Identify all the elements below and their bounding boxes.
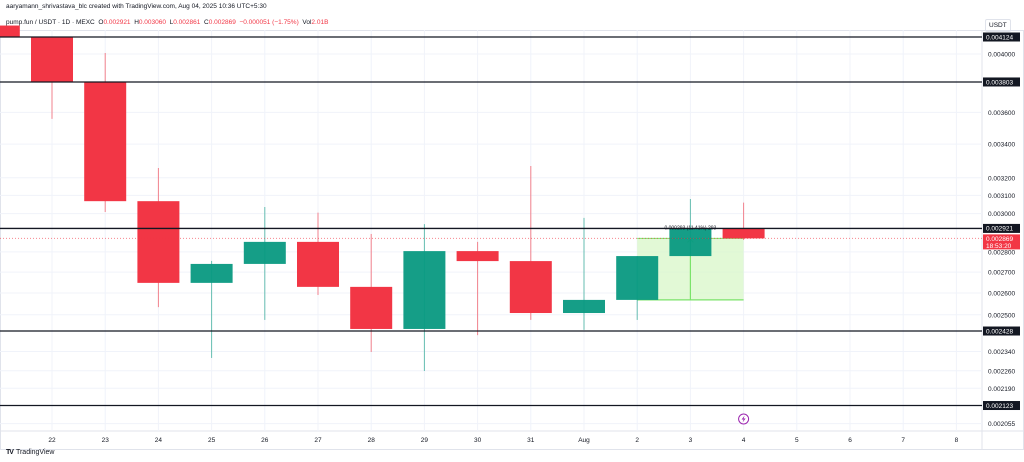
- symbol-legend: pump.fun / USDT · 1D · MEXC O0.002921 H0…: [6, 19, 328, 26]
- price-tick-label: 0.002500: [988, 312, 1015, 319]
- currency-label[interactable]: USDT: [985, 19, 1011, 32]
- change-value: −0.000051 (−1.75%): [239, 19, 299, 26]
- level-price-badge: [983, 326, 1020, 336]
- price-tick-label: 0.002800: [988, 249, 1015, 256]
- brand-name: TradingView: [15, 449, 55, 456]
- footer: TV TradingView: [6, 449, 54, 456]
- time-tick-label: 26: [261, 437, 269, 444]
- candle-down: [84, 81, 127, 202]
- open-label: O: [98, 19, 104, 26]
- price-tick-label: 0.002700: [988, 270, 1015, 277]
- candle-up: [403, 251, 446, 329]
- time-tick-label: 28: [368, 437, 376, 444]
- time-tick-label: 23: [102, 437, 110, 444]
- price-tick-label: 0.002260: [988, 368, 1015, 375]
- price-tick-label: 0.003000: [988, 211, 1015, 218]
- time-tick-label: 4: [742, 437, 746, 444]
- last-price-badge: [983, 234, 1020, 250]
- candle-up: [616, 256, 659, 300]
- level-price-badge: [983, 77, 1020, 87]
- candle-down: [137, 201, 180, 283]
- level-price-label: 0.002428: [986, 328, 1013, 335]
- price-tick-label: 0.003100: [988, 193, 1015, 200]
- time-tick-label: 25: [208, 437, 216, 444]
- time-tick-label: 6: [848, 437, 852, 444]
- countdown-label: 18:53:20: [986, 243, 1012, 250]
- time-tick-label: 31: [527, 437, 535, 444]
- level-price-badge: [983, 223, 1020, 233]
- time-tick-label: 27: [314, 437, 322, 444]
- level-price-label: 0.004124: [986, 34, 1013, 41]
- last-price-label: 0.002869: [986, 236, 1013, 243]
- chart-credit: aaryamann_shrivastava_blc created with T…: [6, 3, 267, 10]
- candle-down: [350, 286, 393, 329]
- time-tick-label: 30: [474, 437, 482, 444]
- high-label: H: [134, 19, 139, 26]
- candle-down: [0, 25, 20, 37]
- vol-label: Vol: [302, 19, 312, 26]
- level-price-badge: [983, 32, 1020, 42]
- time-tick-label: 29: [421, 437, 429, 444]
- candle-down: [509, 261, 552, 314]
- time-tick-label: 22: [48, 437, 56, 444]
- price-tick-label: 0.003200: [988, 175, 1015, 182]
- high-value: 0.003060: [138, 19, 167, 26]
- open-value: 0.002921: [103, 19, 131, 26]
- price-tick-label: 0.002340: [988, 349, 1015, 356]
- level-price-label: 0.002921: [986, 226, 1013, 233]
- time-tick-label: 5: [795, 437, 799, 444]
- candle-down: [31, 37, 73, 82]
- vol-value: 2.01B: [311, 19, 329, 26]
- low-value: 0.002861: [173, 19, 201, 26]
- candle-up: [669, 228, 712, 257]
- candle-up: [563, 299, 605, 314]
- close-label: C: [204, 19, 209, 26]
- candle-down: [456, 251, 499, 262]
- candle-down: [722, 228, 765, 239]
- candle-up: [243, 241, 286, 264]
- tradingview-logo-icon: TV: [6, 449, 14, 456]
- close-value: 0.002869: [208, 19, 236, 26]
- time-tick-label: 3: [689, 437, 693, 444]
- price-tick-label: 0.003600: [988, 110, 1015, 117]
- candle-down: [297, 241, 339, 287]
- candle-up: [190, 263, 233, 283]
- price-tick-label: 0.003400: [988, 142, 1015, 149]
- lightning-icon: [741, 415, 746, 423]
- time-tick-label: 8: [955, 437, 959, 444]
- price-tick-label: 0.002600: [988, 291, 1015, 298]
- level-price-badge: [983, 401, 1020, 411]
- time-tick-label: 2: [635, 437, 639, 444]
- price-tick-label: 0.002055: [988, 421, 1015, 428]
- symbol-title[interactable]: pump.fun / USDT · 1D · MEXC: [6, 19, 95, 26]
- level-price-label: 0.003803: [986, 79, 1013, 86]
- price-tick-label: 0.004000: [988, 51, 1015, 58]
- time-tick-label: 7: [901, 437, 905, 444]
- time-tick-label: Aug: [578, 437, 590, 444]
- low-label: L: [169, 19, 174, 26]
- level-price-label: 0.002123: [986, 403, 1013, 410]
- price-tick-label: 0.002190: [988, 386, 1015, 393]
- time-tick-label: 24: [155, 437, 163, 444]
